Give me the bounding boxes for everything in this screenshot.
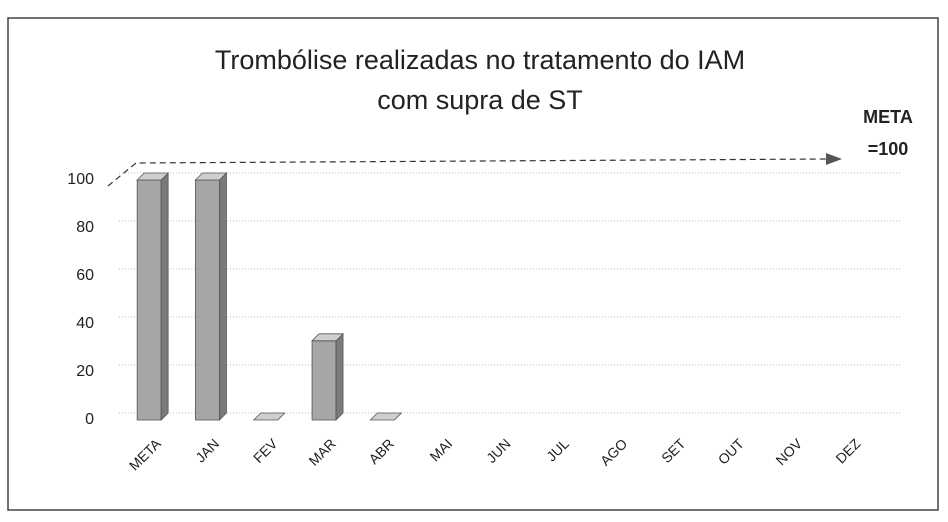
y-tick-label: 60 (76, 267, 94, 284)
annotation: =100 (868, 139, 909, 159)
chart-title: com supra de ST (377, 85, 583, 115)
bar-top (136, 172, 170, 181)
y-tick-label: 0 (85, 411, 94, 428)
y-tick-label: 80 (76, 219, 94, 236)
arrow-head (826, 153, 842, 165)
bar (252, 412, 286, 421)
y-tick-label: 100 (67, 171, 94, 188)
bar-top (369, 412, 403, 421)
bar (136, 172, 170, 421)
bar-side (160, 172, 169, 421)
target-arrow (107, 158, 829, 187)
y-tick-label: 20 (76, 363, 94, 380)
bar (369, 412, 403, 421)
bar-side (219, 172, 227, 421)
bar-side (335, 332, 344, 421)
annotation: META (863, 107, 913, 127)
bar-front (136, 179, 162, 421)
bar (194, 172, 228, 421)
bar-top (311, 333, 345, 342)
bar-front (311, 340, 337, 421)
bar (311, 332, 345, 421)
bar-top (252, 412, 286, 421)
y-tick-label: 40 (76, 315, 94, 332)
chart-title: Trombólise realizadas no tratamento do I… (215, 45, 745, 75)
bar-top (194, 172, 228, 181)
bar-front (195, 179, 220, 421)
